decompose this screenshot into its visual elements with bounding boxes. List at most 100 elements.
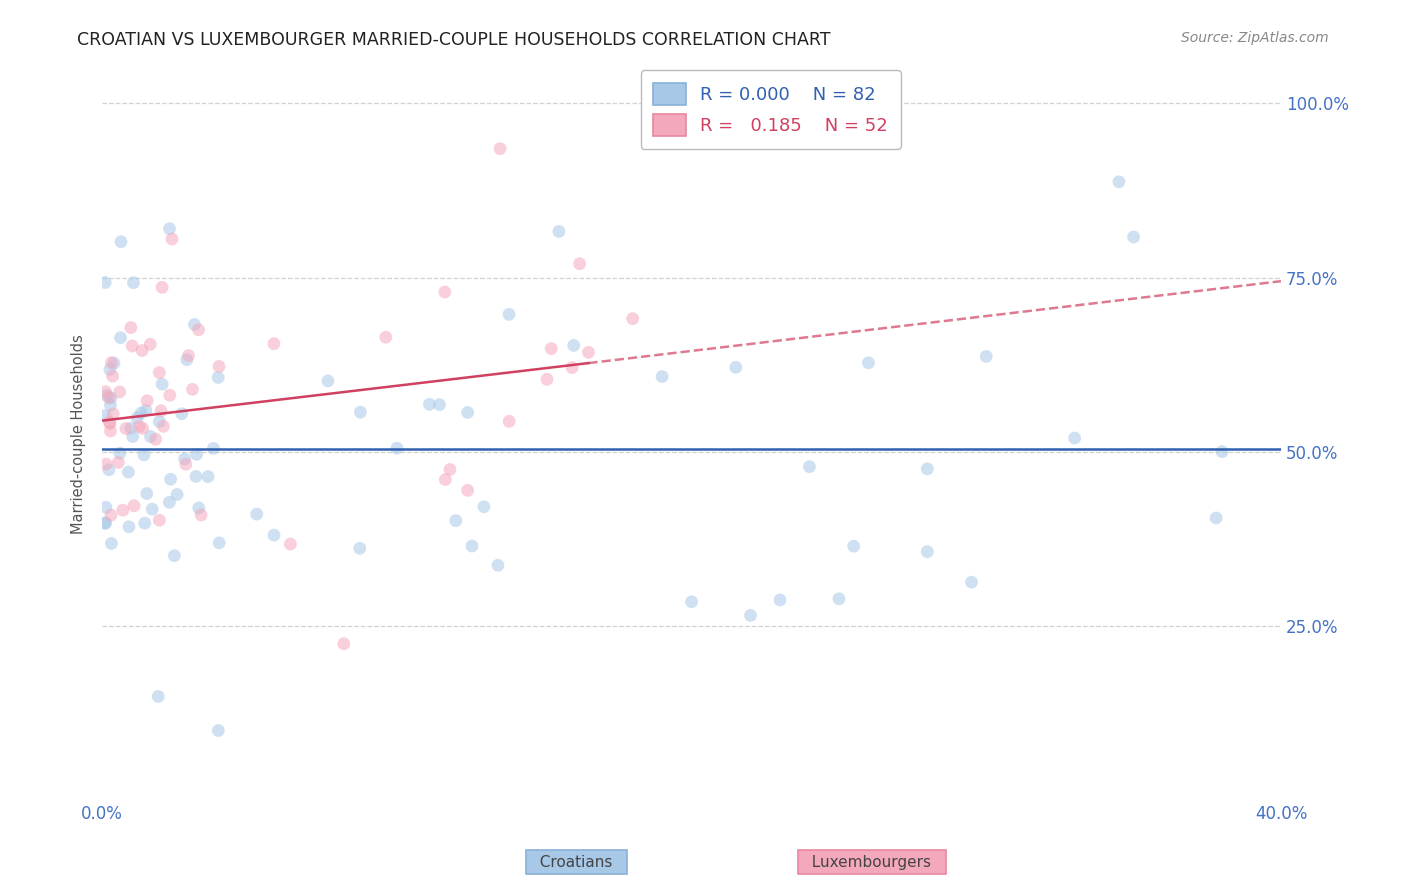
Point (122, 276, 145, 290)
Point (263, 336, 285, 351)
Point (100, 536, 122, 550)
Point (94, 500, 117, 515)
Point (828, 591, 851, 606)
Point (434, 473, 457, 487)
Point (94, 276, 117, 290)
Point (141, 502, 163, 516)
Point (111, 503, 134, 517)
Legend: R = 0.000    N = 82, R =   0.185    N = 52: R = 0.000 N = 82, R = 0.185 N = 52 (641, 70, 901, 149)
Point (98, 417, 121, 431)
Text: Luxembourgers: Luxembourgers (803, 855, 941, 870)
Point (150, 403, 173, 417)
Point (197, 469, 219, 483)
Point (150, 280, 173, 294)
Point (150, 377, 173, 392)
Point (418, 397, 440, 411)
Point (132, 448, 155, 462)
Point (540, 342, 562, 356)
Point (681, 595, 703, 609)
Point (101, 369, 124, 384)
Point (96, 388, 118, 402)
Point (208, 359, 231, 374)
Point (100, 508, 122, 523)
Point (121, 429, 143, 443)
Point (1122, 230, 1144, 244)
Point (129, 406, 152, 420)
Point (122, 499, 145, 513)
Point (103, 407, 125, 421)
Point (100, 398, 122, 412)
Point (148, 366, 170, 380)
Point (1205, 511, 1227, 525)
Point (439, 462, 461, 476)
Point (110, 235, 132, 249)
Point (1211, 444, 1233, 458)
Point (498, 307, 520, 321)
Point (181, 383, 204, 397)
Point (160, 232, 183, 246)
Point (316, 374, 339, 388)
Point (433, 285, 456, 299)
Point (159, 221, 181, 235)
Point (1108, 175, 1130, 189)
Point (176, 352, 198, 367)
Point (1063, 431, 1085, 445)
Point (858, 356, 880, 370)
Point (136, 393, 159, 408)
Point (145, 432, 167, 446)
Point (118, 520, 141, 534)
Point (498, 414, 520, 428)
Point (349, 541, 371, 556)
Point (152, 419, 174, 434)
Point (333, 637, 356, 651)
Point (127, 410, 149, 425)
Point (131, 421, 153, 435)
Point (157, 495, 180, 509)
Y-axis label: Married-couple Households: Married-couple Households (72, 334, 86, 534)
Point (107, 456, 129, 470)
Point (120, 320, 142, 334)
Point (960, 575, 983, 590)
Point (280, 537, 302, 551)
Point (461, 539, 484, 553)
Point (385, 441, 408, 455)
Point (166, 487, 188, 501)
Point (128, 419, 150, 434)
Point (568, 257, 591, 271)
Point (139, 429, 162, 443)
Point (186, 447, 208, 461)
Point (536, 372, 558, 386)
Point (110, 331, 132, 345)
Point (799, 459, 821, 474)
Point (94, 516, 117, 530)
Point (187, 323, 209, 337)
Point (917, 462, 939, 476)
Point (100, 391, 122, 405)
Point (94, 516, 117, 531)
Point (115, 421, 138, 435)
Point (457, 405, 479, 419)
Point (94, 409, 117, 423)
Point (349, 405, 371, 419)
Point (489, 142, 512, 156)
Point (429, 398, 451, 412)
Point (100, 356, 122, 370)
Point (108, 446, 131, 460)
Point (97, 463, 120, 477)
Point (148, 513, 170, 527)
Point (184, 469, 207, 483)
Point (148, 690, 170, 704)
Point (246, 507, 269, 521)
Point (117, 465, 139, 479)
Point (148, 415, 170, 429)
Point (135, 486, 157, 500)
Point (842, 539, 865, 553)
Point (444, 514, 467, 528)
Point (177, 349, 200, 363)
Point (174, 457, 197, 471)
Point (183, 318, 205, 332)
Text: Croatians: Croatians (530, 855, 623, 870)
Point (769, 593, 792, 607)
Point (562, 338, 585, 352)
Point (548, 224, 571, 238)
